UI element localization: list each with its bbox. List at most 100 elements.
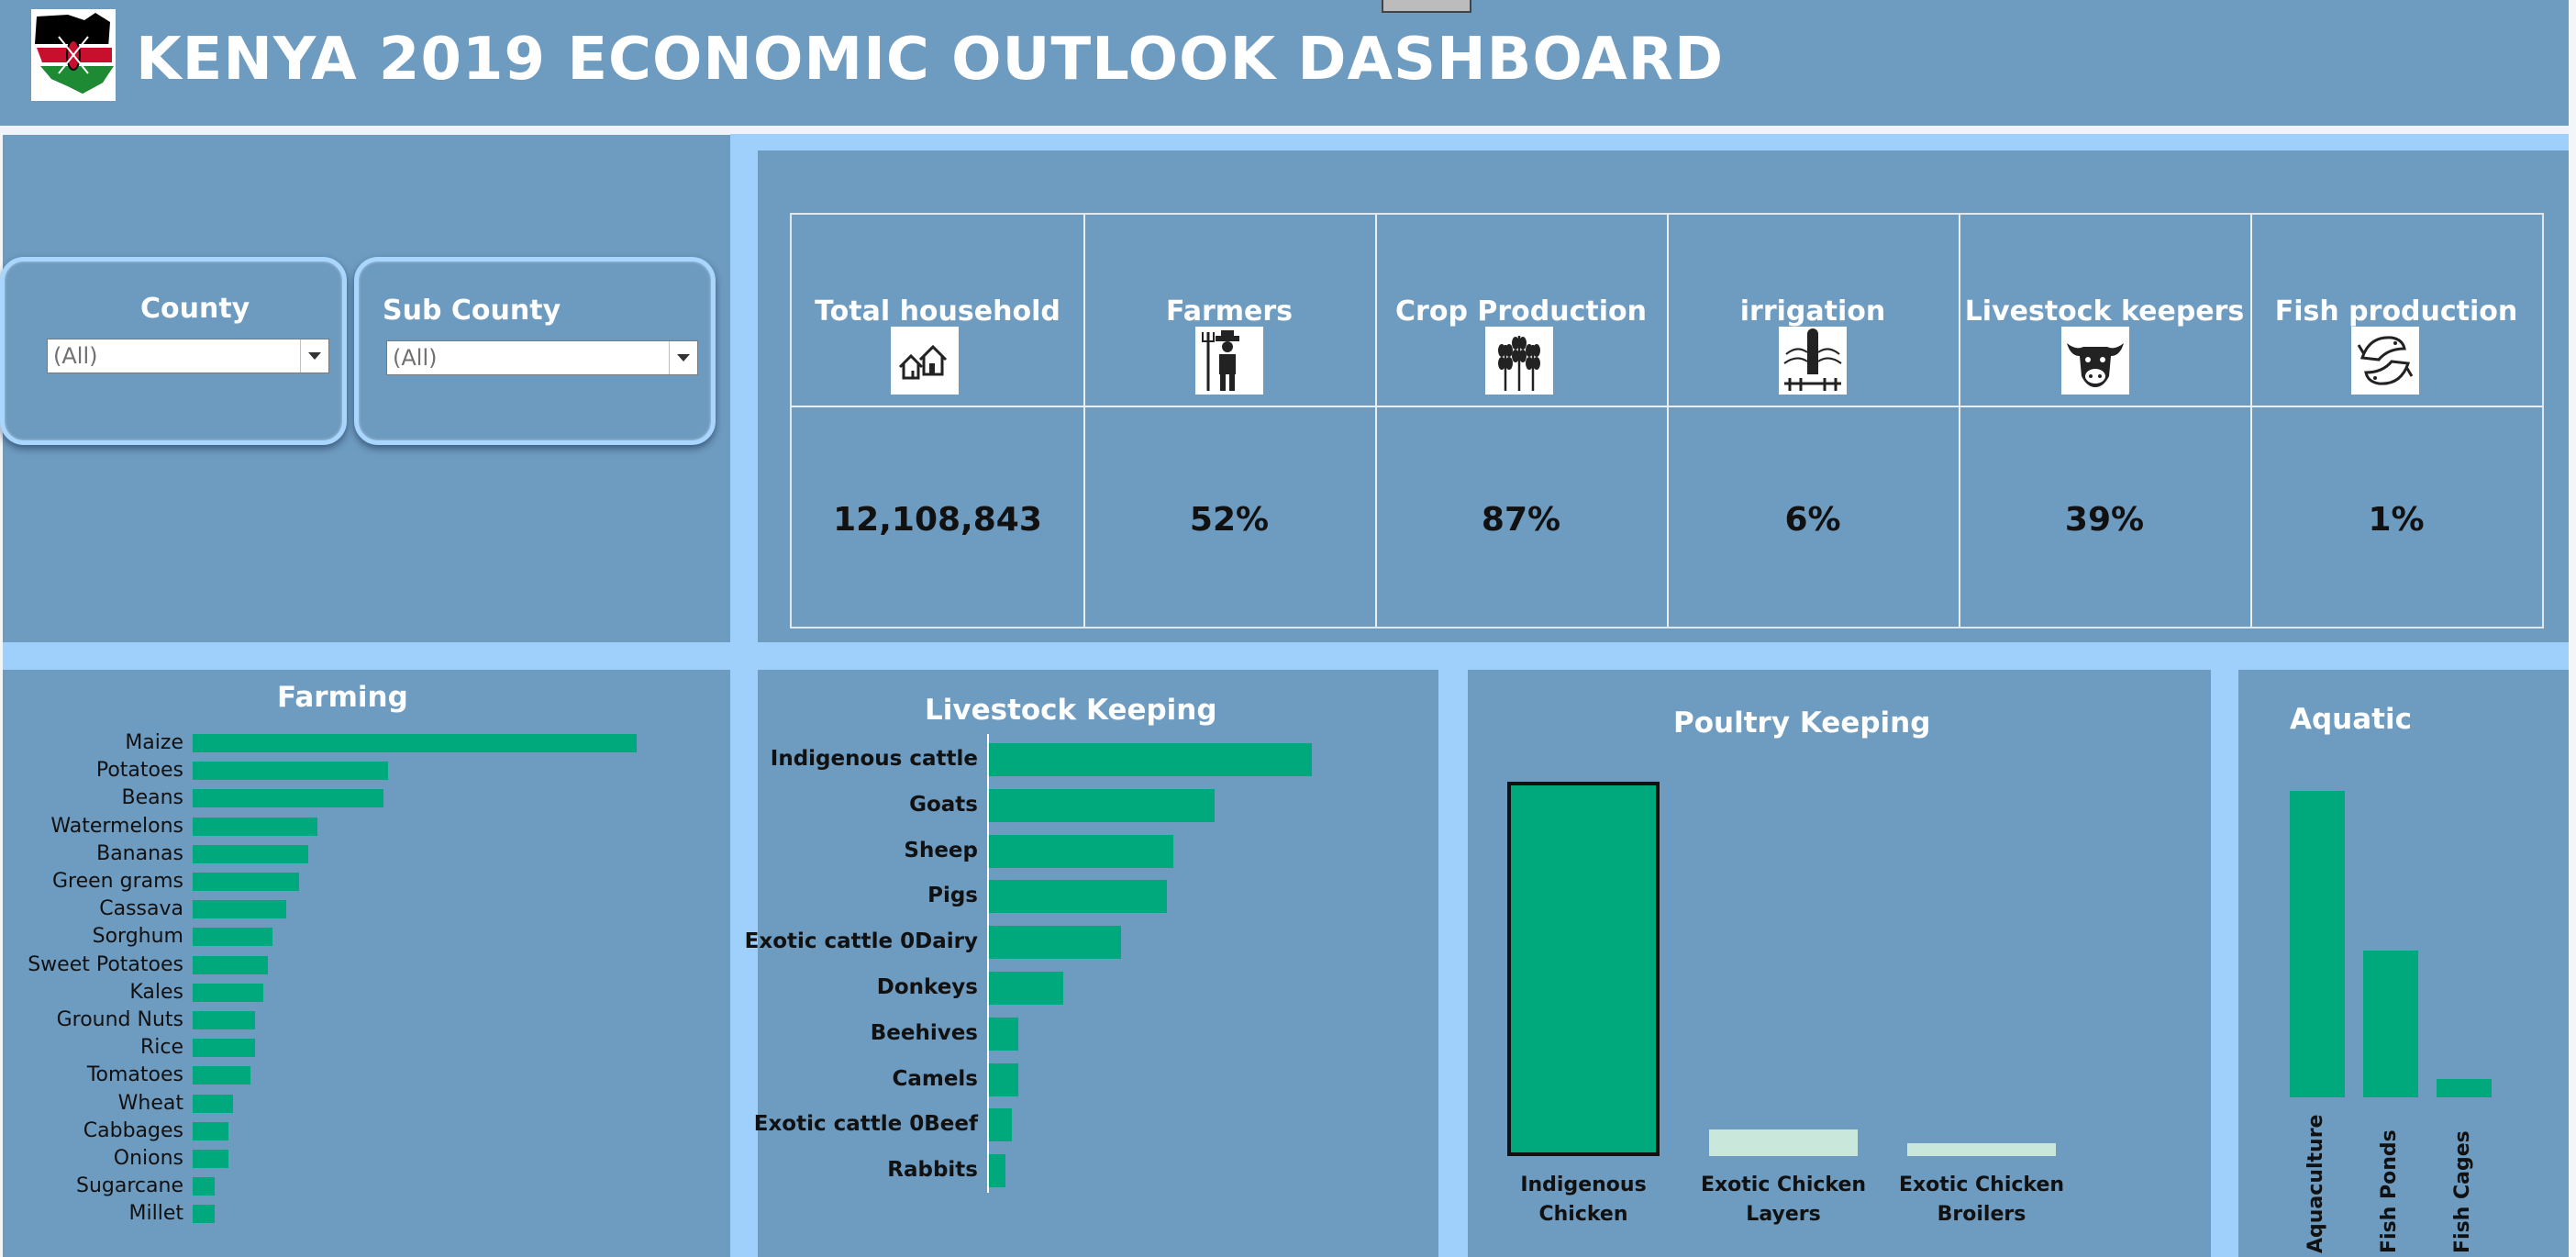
bar [193,1121,228,1140]
bar-label: Rice [139,1036,183,1060]
bar [193,983,264,1002]
aquatic-chart: Aquaculture Fish Ponds Fish Cages [2238,752,2569,1257]
bar [193,873,300,891]
kpi-label-total-household: Total household [815,295,1060,328]
bar-label: Kales [129,980,183,1004]
horizontal-separator [0,642,2569,670]
bar [193,762,388,781]
bar [1709,1129,1858,1156]
kpi-divider [1959,215,1960,627]
farming-chart-title: Farming [277,681,408,714]
bar-label: Tomatoes [86,1063,183,1087]
kpi-value-irrigation: 6% [1784,501,1841,539]
kpi-label-crop-production: Crop Production [1395,295,1647,328]
category-label: Exotic Chicken Broilers [1871,1171,2092,1229]
kpi-label-livestock-keepers: Livestock keepers [1964,295,2245,328]
axis-line [987,734,989,1193]
bar [1507,782,1660,1156]
bar [989,1108,1012,1142]
cow-icon [2061,327,2129,395]
sub-county-select-value: (All) [393,345,438,371]
chevron-down-icon[interactable] [300,339,328,373]
bar-label: Ground Nuts [56,1008,183,1031]
bar [193,1205,216,1224]
bar-label: Pigs [927,884,978,908]
vertical-separator-left [730,134,758,1257]
aquatic-chart-title: Aquatic [2290,703,2412,736]
bar [193,928,273,947]
bar [193,1011,255,1029]
bar-label: Cabbages [83,1118,183,1142]
bar-label: Onions [113,1147,183,1170]
bar [989,1062,1018,1096]
bar-label: Green grams [52,870,183,893]
bar-label: Cassava [99,897,183,921]
bar [2437,1078,2492,1097]
bar-label: Sugarcane [76,1174,183,1198]
bar-label: Rabbits [887,1158,978,1183]
category-label-line: Broilers [1937,1203,2026,1226]
bar [2290,791,2345,1097]
kpi-label-fish-production: Fish production [2274,295,2518,328]
right-edge [2569,0,2576,1257]
bar [989,834,1173,868]
bar-label: Bananas [96,841,183,865]
bar [193,817,317,836]
kenya-map-flag-icon [31,9,116,101]
county-select[interactable]: (All) [47,339,329,373]
kpi-value-crop-production: 87% [1481,501,1561,539]
bar [193,955,269,974]
bar [193,1066,250,1085]
category-label-line: Exotic Chicken [1898,1174,2065,1196]
bar-label: Indigenous cattle [770,747,978,771]
category-label: Exotic Chicken Layers [1673,1171,1893,1229]
bar-label: Millet [128,1202,183,1226]
chevron-down-icon[interactable] [669,341,697,374]
category-label: Aquaculture [2304,1114,2327,1253]
vertical-separator-right [2211,670,2238,1257]
vertical-separator-middle [1438,670,1468,1257]
category-label-line: Chicken [1538,1203,1628,1226]
bar [193,734,637,752]
drag-handle[interactable] [1382,0,1471,13]
sub-county-filter-card: Sub County (All) [354,257,716,445]
bar [193,1039,255,1058]
bar [989,1017,1018,1051]
bar-label: Exotic cattle 0Beef [753,1112,978,1137]
bar [989,743,1312,776]
bar-label: Sheep [904,838,978,862]
kpi-label-irrigation: irrigation [1739,295,1886,328]
bar-label: Wheat [117,1091,183,1115]
sub-county-select[interactable]: (All) [386,340,698,375]
bar [989,880,1167,914]
category-label-line: Indigenous [1520,1174,1647,1196]
bar-label: Watermelons [50,814,183,838]
bar [989,972,1063,1005]
kpi-value-fish-production: 1% [2368,501,2425,539]
left-edge [0,133,3,1257]
kpi-value-livestock-keepers: 39% [2064,501,2145,539]
bar-label: Exotic cattle 0Dairy [744,929,978,954]
farming-chart: Maize Potatoes Beans Watermelons Bananas Gree… [0,731,730,1248]
bar [193,1177,216,1196]
livestock-chart: Indigenous cattle Goats Sheep Pigs Exotic ca… [745,734,1438,1220]
county-filter-card: County (All) [0,257,347,445]
county-select-value: (All) [53,343,98,369]
bar [989,788,1216,822]
header-divider [0,126,2576,135]
sub-county-filter-label: Sub County [383,295,561,327]
dashboard-title: KENYA 2019 ECONOMIC OUTLOOK DASHBOARD [136,26,1725,94]
bar [989,1154,1005,1188]
sprinkler-icon [1779,327,1847,395]
category-label-line: Exotic Chicken [1700,1174,1867,1196]
bar [193,1094,233,1113]
bar-label: Potatoes [95,759,183,783]
header-banner [0,0,2576,125]
bar-label: Donkeys [876,975,978,999]
bar-label: Sorghum [92,925,183,949]
livestock-chart-title: Livestock Keeping [925,694,1217,727]
kpi-value-total-household: 12,108,843 [833,501,1042,539]
poultry-chart-title: Poultry Keeping [1673,706,1931,740]
bar-label: Camels [892,1066,978,1091]
houses-icon [891,327,959,395]
